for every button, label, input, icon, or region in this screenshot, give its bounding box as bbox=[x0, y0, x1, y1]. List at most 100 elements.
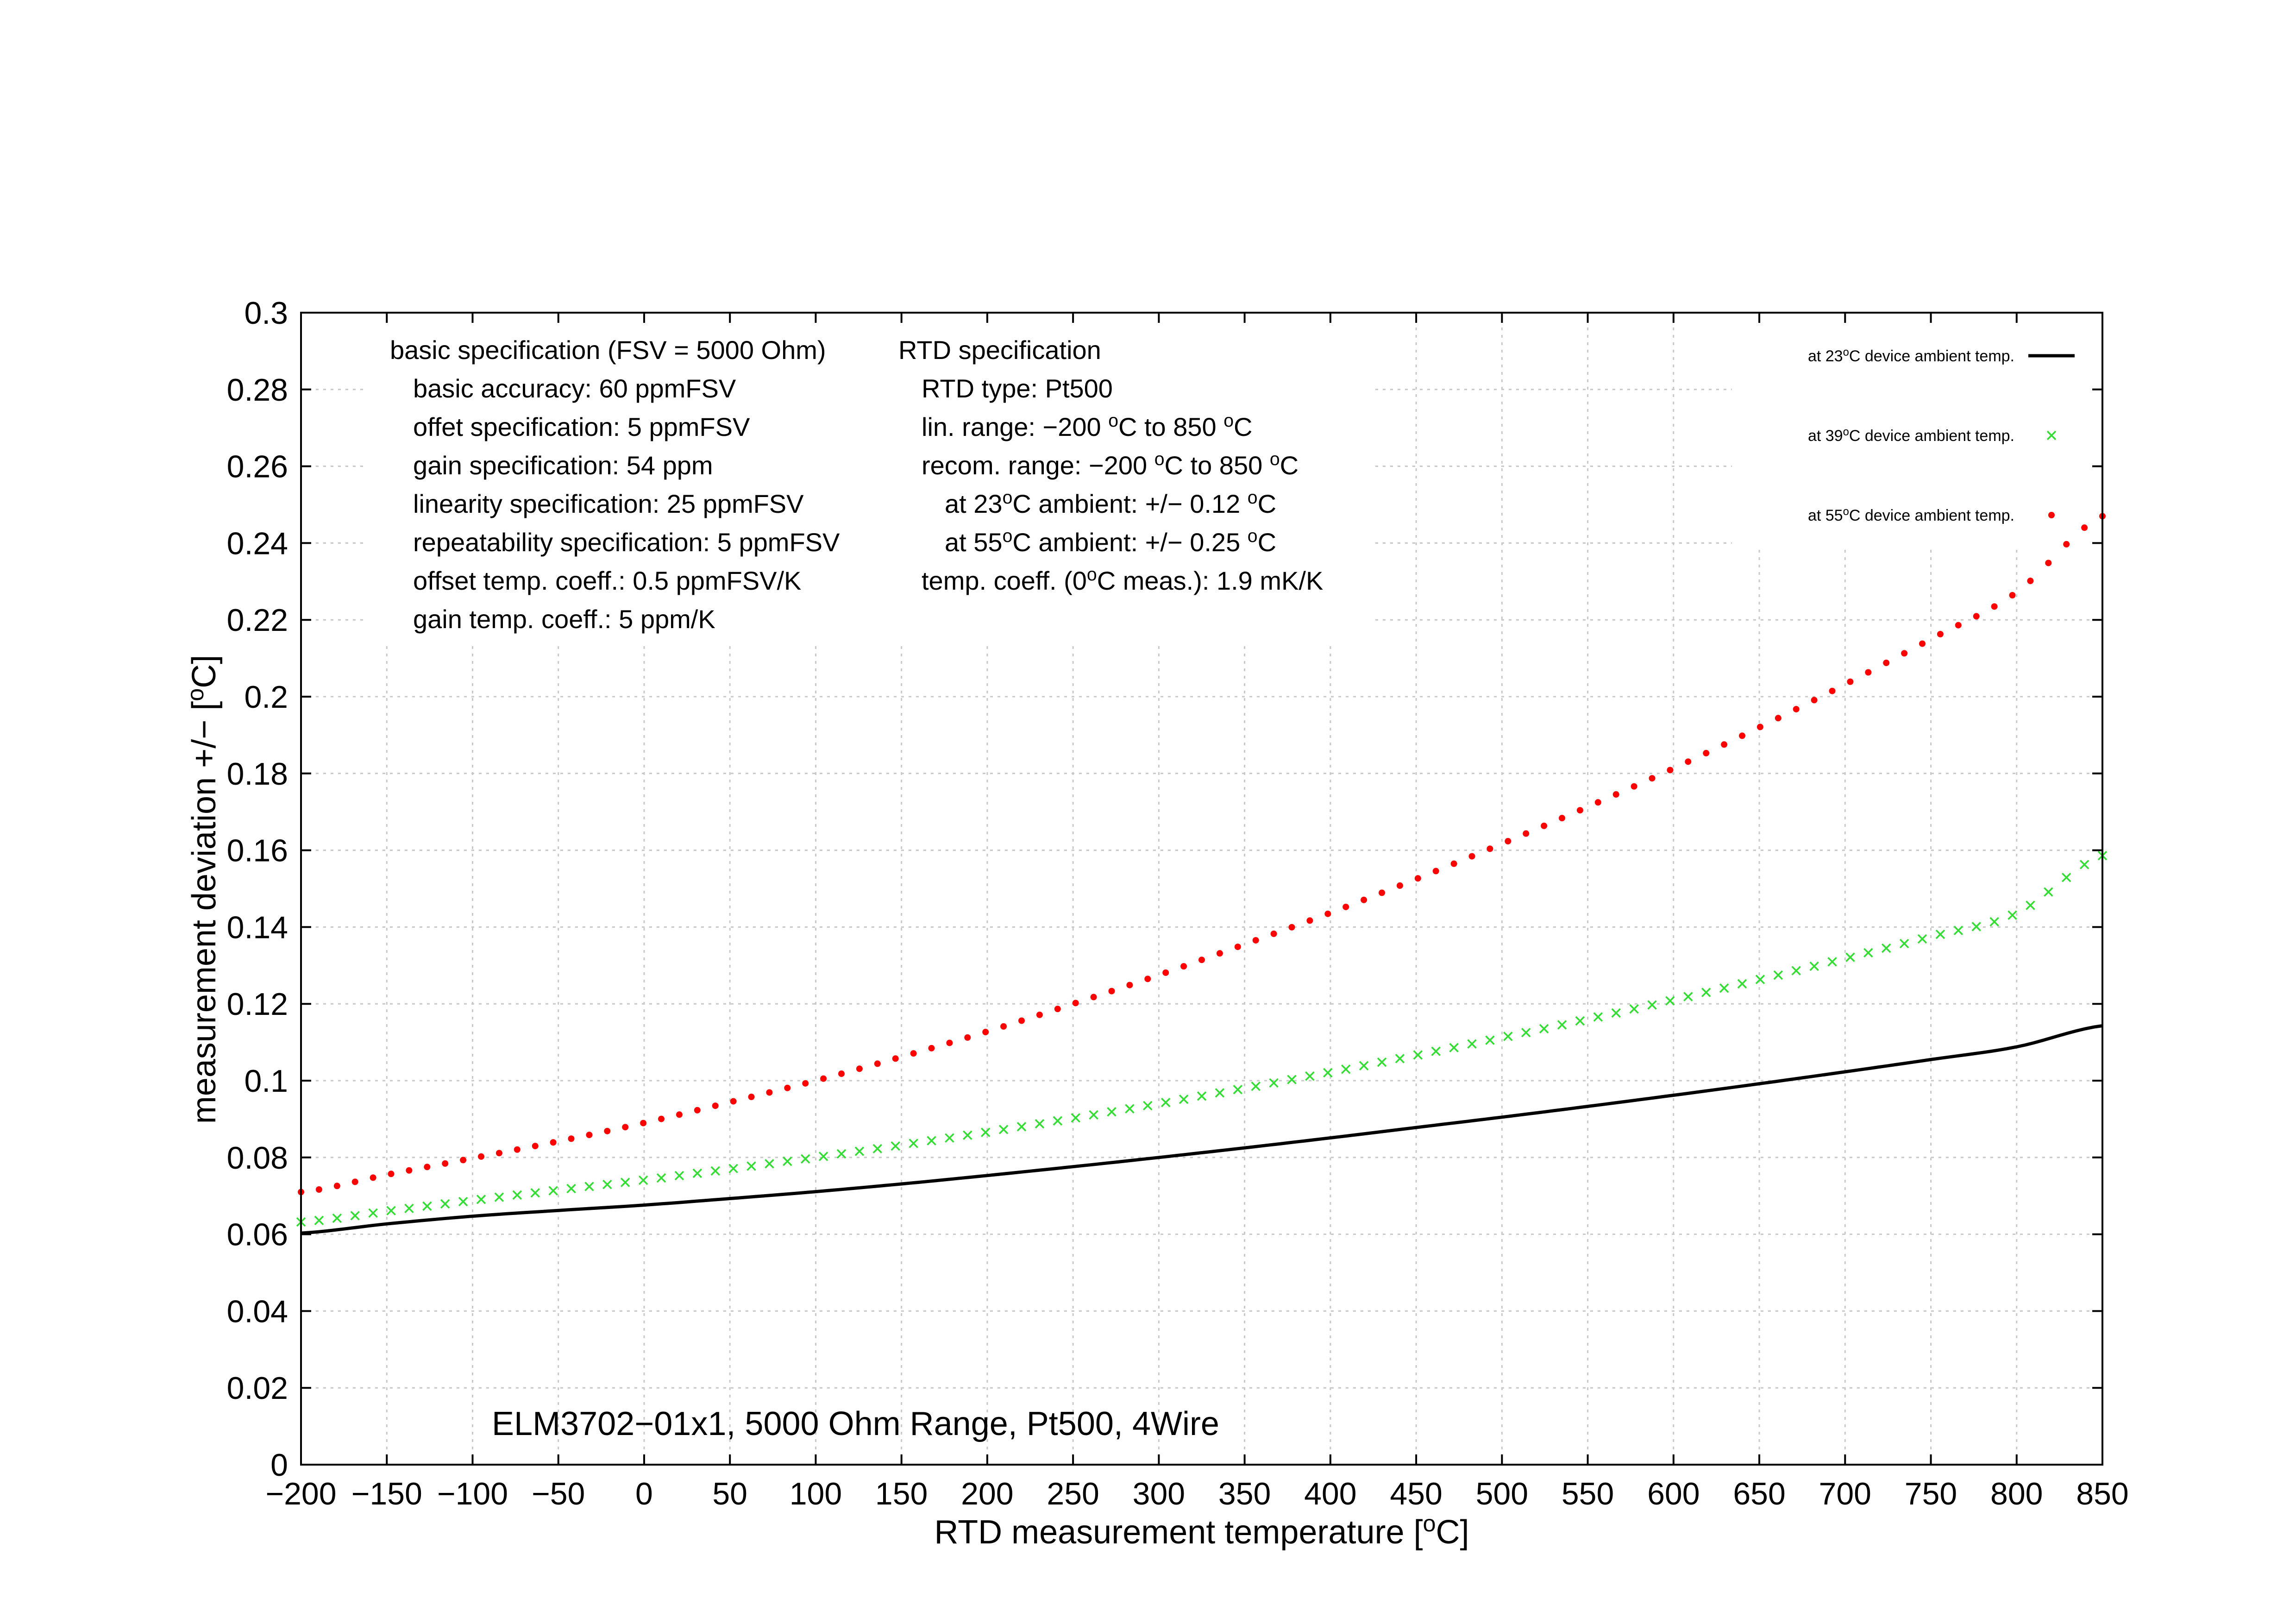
data-point bbox=[1234, 944, 1241, 950]
data-point bbox=[946, 1039, 953, 1046]
data-point bbox=[676, 1111, 683, 1118]
data-point bbox=[1467, 1039, 1477, 1049]
data-point bbox=[658, 1115, 665, 1122]
chart-caption: ELM3702−01x1, 5000 Ohm Range, Pt500, 4Wi… bbox=[492, 1405, 1219, 1442]
data-point bbox=[1144, 976, 1151, 982]
data-point bbox=[892, 1055, 899, 1062]
data-point bbox=[1125, 1104, 1135, 1114]
data-point bbox=[1053, 1116, 1063, 1126]
basic-spec-line: basic accuracy: 60 ppmFSV bbox=[413, 374, 736, 403]
data-point bbox=[315, 1186, 322, 1193]
data-point bbox=[710, 1166, 720, 1176]
data-point bbox=[1287, 1075, 1297, 1084]
data-point bbox=[1829, 687, 1836, 694]
data-point bbox=[1827, 957, 1837, 967]
data-point bbox=[333, 1183, 340, 1190]
x-tick-label: 650 bbox=[1733, 1476, 1785, 1511]
data-point bbox=[494, 1192, 504, 1202]
ticks bbox=[300, 312, 2103, 1466]
data-point bbox=[1361, 896, 1368, 903]
data-point bbox=[1432, 868, 1439, 875]
data-point bbox=[656, 1173, 666, 1183]
data-point bbox=[1071, 1113, 1080, 1123]
data-point bbox=[1341, 1064, 1351, 1074]
data-point bbox=[872, 1144, 883, 1154]
data-point bbox=[783, 1156, 792, 1166]
data-point bbox=[1505, 838, 1512, 845]
data-point bbox=[550, 1139, 557, 1146]
data-point bbox=[1612, 791, 1619, 798]
data-point bbox=[442, 1160, 449, 1167]
data-point bbox=[604, 1127, 611, 1134]
data-point bbox=[1126, 982, 1133, 988]
data-point bbox=[1865, 669, 1872, 676]
data-point bbox=[1450, 860, 1457, 867]
x-tick-label: 450 bbox=[1390, 1476, 1442, 1511]
data-point bbox=[818, 1152, 828, 1161]
data-point bbox=[1593, 1012, 1603, 1022]
data-point bbox=[1198, 957, 1205, 963]
data-point bbox=[1449, 1043, 1459, 1052]
data-point bbox=[512, 1190, 522, 1200]
data-point bbox=[2061, 873, 2071, 882]
data-point bbox=[2045, 560, 2052, 567]
data-point bbox=[1703, 749, 1710, 756]
series-2 bbox=[296, 850, 2108, 1227]
data-point bbox=[351, 1178, 358, 1185]
x-tick-label: 350 bbox=[1218, 1476, 1271, 1511]
data-point bbox=[1288, 924, 1295, 931]
data-point bbox=[496, 1150, 502, 1157]
legend: at 23oC device ambient temp. at 39oC devi… bbox=[1808, 346, 2075, 524]
data-point bbox=[1089, 1110, 1098, 1120]
data-point bbox=[1180, 963, 1187, 970]
data-point bbox=[1108, 988, 1115, 995]
data-point bbox=[1541, 822, 1548, 829]
x-tick-label: 500 bbox=[1476, 1476, 1528, 1511]
data-point bbox=[1811, 697, 1818, 704]
data-point bbox=[1216, 950, 1223, 957]
legend-label: at 23oC device ambient temp. bbox=[1808, 346, 2014, 365]
y-tick-label: 0.28 bbox=[227, 372, 288, 408]
series-3 bbox=[298, 513, 2106, 1196]
rtd-spec-line: at 23oC ambient: +/− 0.12 oC bbox=[945, 488, 1276, 518]
data-point bbox=[388, 1171, 395, 1177]
data-point bbox=[836, 1149, 847, 1159]
data-point bbox=[998, 1125, 1009, 1134]
data-point bbox=[638, 1175, 648, 1185]
y-tick-label: 0.24 bbox=[227, 526, 288, 561]
data-point bbox=[1919, 640, 1926, 647]
data-point bbox=[602, 1179, 612, 1190]
data-point bbox=[2027, 578, 2034, 585]
y-tick-label: 0.2 bbox=[244, 680, 288, 715]
y-tick-label: 0.02 bbox=[227, 1371, 288, 1406]
data-point bbox=[1883, 660, 1890, 667]
x-tick-label: −100 bbox=[437, 1476, 508, 1511]
data-point bbox=[406, 1167, 413, 1174]
series-line bbox=[301, 1024, 2103, 1235]
basic-spec-line: repeatability specification: 5 ppmFSV bbox=[413, 528, 840, 557]
y-tick-label: 0.04 bbox=[227, 1294, 288, 1329]
data-point bbox=[1306, 917, 1313, 924]
data-point bbox=[1521, 1027, 1531, 1038]
data-point bbox=[1863, 948, 1873, 958]
data-point bbox=[909, 1139, 918, 1148]
data-point bbox=[1233, 1085, 1243, 1095]
data-point bbox=[368, 1208, 378, 1218]
rtd-spec-line: lin. range: −200 oC to 850 oC bbox=[922, 411, 1253, 441]
data-point bbox=[1090, 994, 1097, 1001]
data-point bbox=[514, 1146, 521, 1153]
basic-spec-line: offet specification: 5 ppmFSV bbox=[413, 412, 750, 441]
data-point bbox=[766, 1089, 773, 1096]
data-point bbox=[1359, 1061, 1369, 1070]
data-point bbox=[1485, 1035, 1495, 1045]
y-axis-label: measurement deviation +/− [oC] bbox=[182, 655, 223, 1124]
data-point bbox=[1719, 983, 1729, 993]
data-point bbox=[1054, 1006, 1061, 1013]
series-layer bbox=[296, 513, 2108, 1235]
data-point bbox=[584, 1182, 594, 1191]
data-point bbox=[1143, 1101, 1153, 1111]
legend-swatch bbox=[2048, 512, 2055, 518]
data-point bbox=[1791, 966, 1801, 976]
data-point bbox=[1629, 1004, 1639, 1014]
